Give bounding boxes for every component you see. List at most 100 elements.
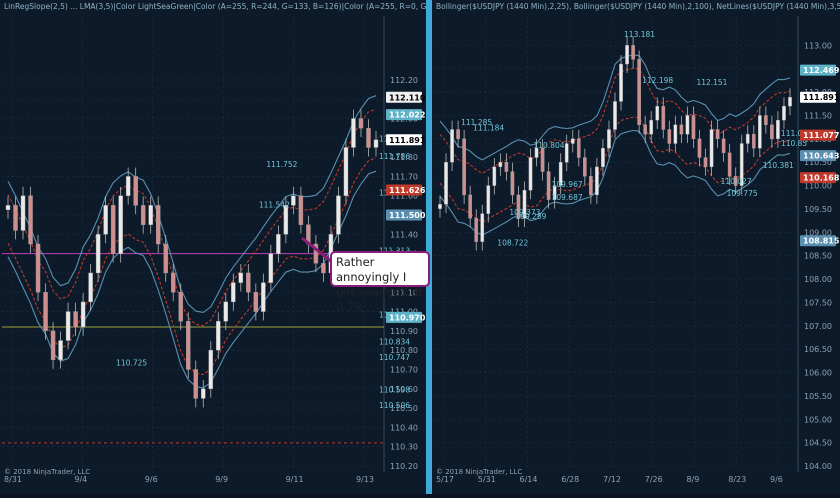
price-tag-label: 111.891 <box>803 93 840 102</box>
candle-body <box>685 115 690 135</box>
candle-body <box>456 129 460 140</box>
y-tick-label: 110.50 <box>804 158 832 167</box>
y-tick-label: 110.70 <box>390 365 418 374</box>
candle-body <box>468 194 473 219</box>
price-annotation: 109.687 <box>552 193 583 202</box>
callout-pointer <box>301 236 333 264</box>
candle-body <box>613 101 617 130</box>
candle-body <box>216 321 221 351</box>
outer-upper-band <box>439 54 791 161</box>
candle-body <box>321 263 326 274</box>
pane-splitter[interactable] <box>426 0 432 494</box>
price-annotation: 111.285 <box>461 118 492 127</box>
price-annotation: 110.804 <box>534 141 565 150</box>
candle-body <box>298 195 304 225</box>
price-tag <box>800 172 836 184</box>
candle-body <box>88 272 93 303</box>
candle-body <box>261 282 266 312</box>
copyright-text: © 2018 NinjaTrader, LLC <box>436 468 522 476</box>
candle-body <box>637 59 641 126</box>
candle-body <box>358 118 364 129</box>
candle-body <box>133 176 138 206</box>
price-tag <box>386 311 422 323</box>
candle-body <box>65 311 71 341</box>
y-tick-label: 110.60 <box>390 385 418 394</box>
price-annotation: 109.775 <box>727 189 758 198</box>
copyright-text: © 2018 NinjaTrader, LLC <box>4 468 90 476</box>
candle-body <box>125 176 131 196</box>
x-tick-label: 9/13 <box>356 475 374 484</box>
price-tag-label: 112.022 <box>389 111 425 120</box>
y-tick-label: 110.20 <box>390 462 418 471</box>
candle-body <box>20 195 26 231</box>
candle-body <box>661 105 666 130</box>
outer-lower-band <box>7 170 377 389</box>
price-annotation: 110.747 <box>379 353 410 362</box>
x-tick-label: 6/14 <box>520 475 538 484</box>
candle-body <box>43 292 48 332</box>
price-annotation: 111.752 <box>266 160 297 169</box>
outer-lower-band <box>439 129 791 236</box>
price-annotation: 112.151 <box>696 78 727 87</box>
y-tick-label: 104.50 <box>804 439 832 448</box>
candle-body <box>95 234 101 274</box>
y-tick-label: 109.50 <box>804 205 832 214</box>
y-tick-label: 110.30 <box>390 443 418 452</box>
candle-body <box>231 282 236 303</box>
candle-body <box>776 119 780 140</box>
x-tick-label: 9/6 <box>770 475 783 484</box>
candle-body <box>163 243 168 274</box>
price-tag-label: 110.168 <box>803 174 840 183</box>
candle-body <box>366 127 371 148</box>
candle-body <box>733 176 738 186</box>
price-tag-label: 111.626 <box>389 186 426 195</box>
candle-body <box>492 166 497 186</box>
bollinger-upper-band <box>439 67 791 174</box>
intraday-chart-pane[interactable]: LinRegSlope(2,5) ... LMA(3,5)|Color Ligh… <box>0 0 450 494</box>
y-tick-label: 110.00 <box>804 182 832 191</box>
candle-body <box>28 195 33 245</box>
intraday-chart[interactable]: LinRegSlope(2,5) ... LMA(3,5)|Color Ligh… <box>0 0 450 494</box>
price-tag-label: 111.891 <box>389 136 426 145</box>
price-tag-label: 108.815 <box>803 237 840 246</box>
price-tag-label: 110.970 <box>389 313 426 322</box>
candle-body <box>703 157 708 168</box>
candle-body <box>80 301 86 328</box>
price-annotation: 111.063 <box>781 129 812 138</box>
y-tick-label: 110.50 <box>390 404 418 413</box>
candle-body <box>745 133 750 144</box>
daily-chart[interactable]: Bollinger($USDJPY (1440 Min),2,25), Boll… <box>432 0 840 494</box>
y-tick-label: 107.50 <box>804 298 832 307</box>
candle-body <box>336 195 341 235</box>
candle-body <box>155 205 161 245</box>
candle-body <box>223 301 229 322</box>
price-tag-label: 111.077 <box>803 131 839 140</box>
candle-body <box>673 124 678 144</box>
trade-note-callout: Rather annoyingly I got snagged at 0.7R <box>330 251 430 314</box>
price-annotation: 111.786 <box>379 152 410 161</box>
daily-chart-pane[interactable]: Bollinger($USDJPY (1440 Min),2,25), Boll… <box>432 0 840 494</box>
candle-body <box>516 194 521 219</box>
y-tick-label: 105.00 <box>804 415 832 424</box>
candle-body <box>576 138 581 158</box>
candle-body <box>709 129 714 168</box>
price-annotation: 109.289 <box>515 212 546 221</box>
candle-body <box>171 272 176 293</box>
candle-body <box>679 124 684 135</box>
price-tag <box>800 235 836 247</box>
candle-body <box>631 45 635 60</box>
candle-body <box>715 129 720 140</box>
x-tick-label: 9/9 <box>215 475 228 484</box>
candle-body <box>148 205 153 225</box>
candle-body <box>343 147 349 196</box>
candle-body <box>238 272 244 283</box>
y-tick-label: 108.00 <box>804 275 832 284</box>
y-tick-label: 106.50 <box>804 345 832 354</box>
candle-body <box>351 118 356 148</box>
candle-body <box>788 97 792 107</box>
x-tick-label: 6/28 <box>561 475 579 484</box>
y-tick-label: 112.20 <box>390 76 418 85</box>
candle-body <box>186 321 191 370</box>
candle-body <box>474 218 479 242</box>
candle-body <box>373 139 379 148</box>
